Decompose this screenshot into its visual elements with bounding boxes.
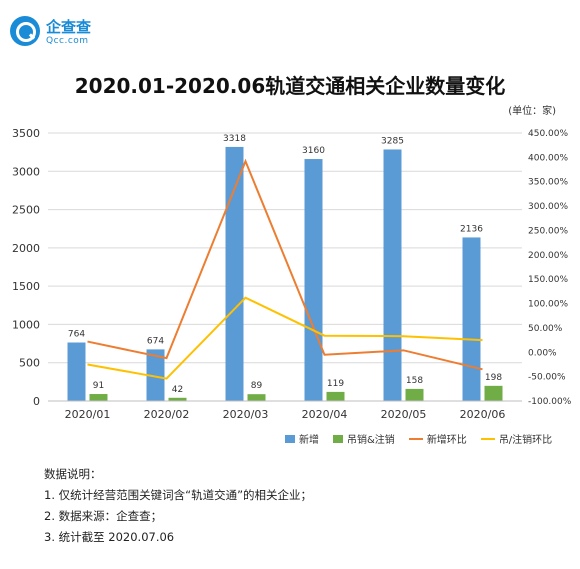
left-axis-tick-label: 3500: [12, 127, 40, 140]
bar-data-label: 764: [68, 329, 85, 339]
legend-swatch-cancel: [333, 434, 343, 443]
bar-data-label: 674: [147, 336, 164, 346]
legend-swatch-new-ratio: [408, 437, 423, 440]
combo-chart: 0 500 1000 1500 2000 2500 3000 3500 -100.00% -50.…: [12, 127, 572, 421]
unit-label: (单位：家): [508, 106, 556, 117]
logo-domain: Qcc.com: [46, 36, 89, 46]
bar-cancel: [484, 385, 503, 401]
right-axis-tick-label: 350.00%: [528, 178, 568, 188]
right-axis-tick-label: 150.00%: [528, 275, 568, 285]
bar-new: [304, 159, 323, 401]
legend-swatch-cancel-ratio: [480, 437, 495, 440]
legend-item-cancel: 吊销&注销: [333, 431, 395, 446]
left-axis-tick-label: 2000: [12, 242, 40, 255]
legend-swatch-new: [285, 434, 295, 443]
line-new-ratio: [87, 158, 483, 371]
bar-cancel: [405, 388, 424, 401]
magnifier-logo-icon: [10, 16, 40, 46]
right-axis-tick-label: 250.00%: [528, 226, 568, 236]
x-axis-tick-label: 2020/04: [302, 408, 348, 421]
bar-data-label: 158: [406, 376, 423, 386]
bar-new: [146, 349, 165, 401]
legend-label-new-ratio: 新增环比: [426, 435, 467, 446]
bar-data-label: 42: [172, 385, 183, 395]
bar-data-label: 3318: [223, 134, 246, 144]
chart-title: 2020.01-2020.06轨道交通相关企业数量变化: [74, 74, 506, 98]
x-axis-tick-label: 2020/06: [460, 408, 506, 421]
right-axis-tick-label: 300.00%: [528, 202, 568, 212]
chart-legend: 新增 吊销&注销 新增环比 吊/注销环比: [285, 431, 552, 446]
notes-heading: 数据说明：: [44, 467, 102, 481]
bar-data-label: 119: [327, 379, 344, 389]
x-axis-tick-label: 2020/02: [144, 408, 190, 421]
legend-item-new-ratio: 新增环比: [408, 431, 467, 446]
bar-new: [383, 149, 402, 401]
legend-item-cancel-ratio: 吊/注销环比: [480, 431, 553, 446]
right-axis-tick-label: 200.00%: [528, 251, 568, 261]
left-axis-tick-label: 1000: [12, 318, 40, 331]
bar-data-label: 89: [251, 381, 263, 391]
bar-data-label: 91: [93, 381, 104, 391]
bar-new: [225, 146, 244, 401]
bar-cancel: [247, 394, 266, 401]
left-axis-tick-label: 500: [19, 357, 40, 370]
right-axis-tick-label: 0.00%: [528, 348, 557, 358]
bar-data-label: 3285: [381, 136, 404, 146]
legend-item-new: 新增: [285, 431, 319, 446]
data-notes: 数据说明： 1. 仅统计经营范围关键词含“轨道交通”的相关企业； 2. 数据来源…: [44, 464, 312, 548]
legend-label-new: 新增: [299, 435, 319, 446]
right-axis-tick-label: 450.00%: [528, 129, 568, 139]
qcc-logo: 企查查 Qcc.com: [10, 14, 130, 50]
x-axis-tick-label: 2020/01: [65, 408, 111, 421]
x-axis-tick-label: 2020/03: [223, 408, 269, 421]
bar-data-label: 2136: [460, 224, 483, 234]
bar-cancel: [168, 397, 187, 401]
bar-data-label: 3160: [302, 146, 325, 156]
right-axis-tick-label: 400.00%: [528, 153, 568, 163]
right-axis-tick-label: 100.00%: [528, 300, 568, 310]
left-axis-tick-label: 3000: [12, 165, 40, 178]
left-axis-tick-label: 0: [33, 395, 40, 408]
left-axis-tick-label: 2500: [12, 204, 40, 217]
x-axis-tick-label: 2020/05: [381, 408, 427, 421]
notes-item-1: 1. 仅统计经营范围关键词含“轨道交通”的相关企业；: [44, 488, 313, 502]
left-axis-tick-label: 1500: [12, 280, 40, 293]
logo-name: 企查查: [46, 18, 92, 36]
legend-label-cancel: 吊销&注销: [347, 435, 395, 446]
bar-cancel: [326, 391, 345, 401]
right-axis-tick-label: 50.00%: [528, 324, 563, 334]
right-axis-tick-label: -50.00%: [528, 373, 566, 383]
notes-item-2: 2. 数据来源：企查查；: [44, 509, 163, 523]
bar-new: [462, 237, 481, 401]
notes-item-3: 3. 统计截至 2020.07.06: [44, 530, 175, 544]
legend-label-cancel-ratio: 吊/注销环比: [498, 435, 553, 446]
bar-new: [67, 342, 86, 401]
bar-data-label: 198: [485, 373, 502, 383]
right-axis-tick-label: -100.00%: [528, 397, 572, 407]
line-cancel-ratio: [87, 296, 483, 380]
bar-cancel: [89, 394, 108, 401]
